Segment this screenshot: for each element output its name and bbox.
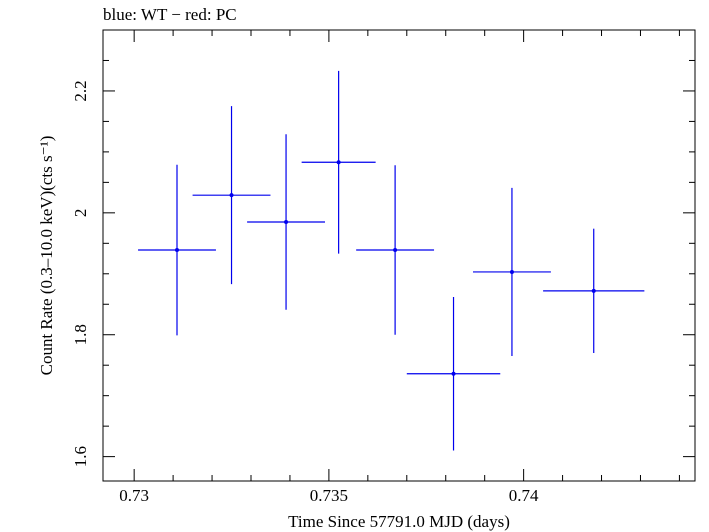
axis-tick-labels: 0.73 0.735 0.74 1.6 1.8 2 2.2 bbox=[71, 80, 539, 505]
x-tick-label: 0.73 bbox=[119, 486, 149, 505]
x-tick-label: 0.74 bbox=[509, 486, 539, 505]
data-point bbox=[229, 193, 234, 198]
plot-frame bbox=[102, 29, 696, 482]
y-tick-label: 1.8 bbox=[71, 324, 90, 345]
y-tick-label: 2 bbox=[71, 209, 90, 218]
y-tick-label: 2.2 bbox=[71, 80, 90, 101]
x-tick-label: 0.735 bbox=[310, 486, 348, 505]
data-point bbox=[175, 248, 179, 253]
data-point bbox=[284, 219, 289, 224]
axis-ticks bbox=[103, 29, 695, 481]
y-tick-label: 1.6 bbox=[71, 446, 90, 467]
data-point bbox=[591, 288, 596, 293]
data-point bbox=[393, 248, 398, 253]
data-points bbox=[138, 70, 645, 451]
x-axis-label: Time Since 57791.0 MJD (days) bbox=[288, 512, 510, 531]
y-axis-label: Count Rate (0.3–10.0 keV)(cts s⁻¹) bbox=[37, 136, 56, 376]
data-point bbox=[451, 371, 456, 376]
data-point bbox=[336, 160, 341, 165]
data-point bbox=[509, 269, 514, 274]
chart-title: blue: WT − red: PC bbox=[103, 5, 237, 24]
